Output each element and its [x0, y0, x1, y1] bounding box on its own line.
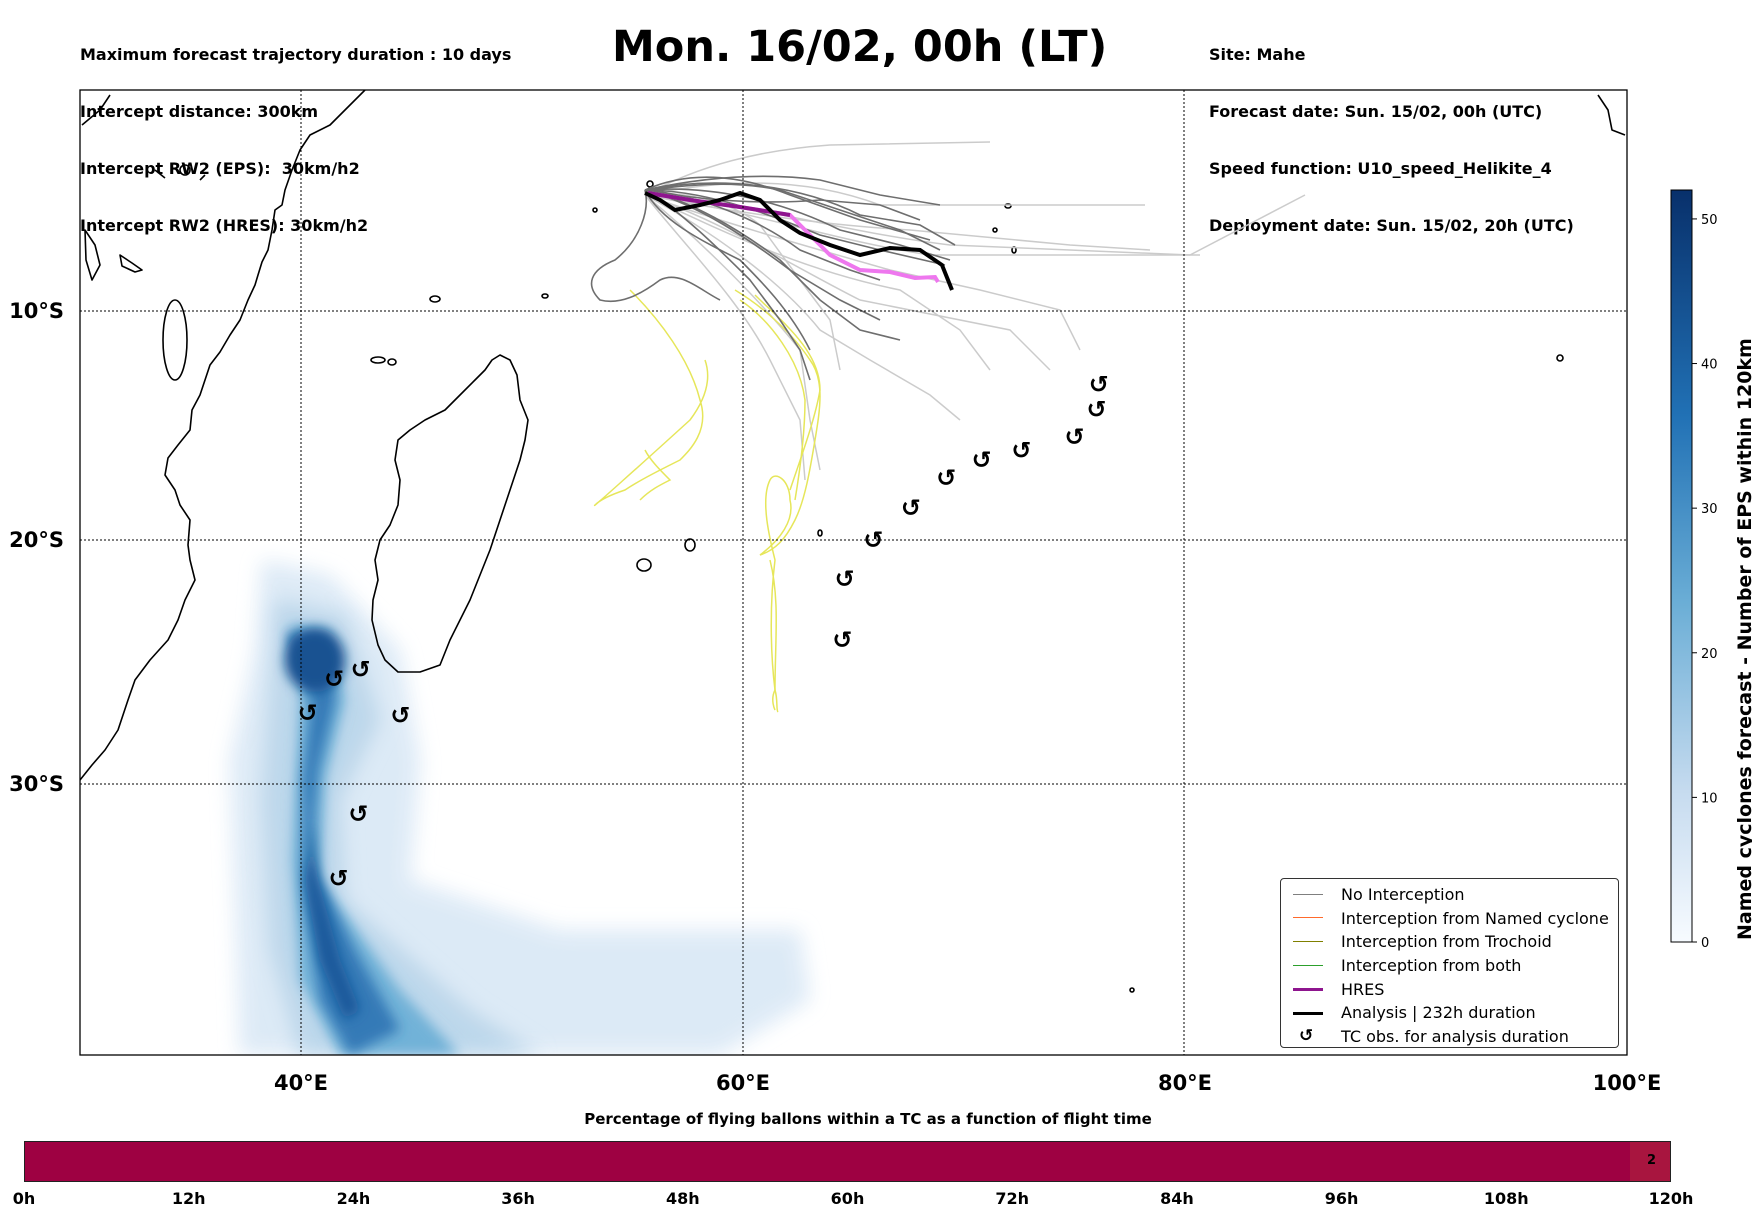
hres-track-start [647, 191, 791, 217]
header-line: Site: Mahe [1209, 45, 1306, 64]
lat-tick-label: 20°S [9, 528, 64, 552]
legend-label: No Interception [1341, 885, 1465, 905]
legend-label: Interception from Named cyclone [1341, 908, 1609, 928]
colorbar-tick-label: 20 [1701, 647, 1718, 662]
page-title: Mon. 16/02, 00h (LT) [612, 22, 1108, 72]
tc-observation-marker: ↺ [390, 702, 410, 730]
lat-tick-label: 10°S [9, 299, 64, 323]
tc-obs-icon: ↺ [1299, 1026, 1314, 1047]
tc-observations: ↺ ↺↺ ↺↺↺↺↺↺↺↺↺ ↺ ↺↺↺ [298, 370, 1109, 892]
flight-bar-tick-label: 60h [830, 1189, 865, 1208]
tc-observation-marker: ↺ [1087, 395, 1107, 423]
flight-time-bar: 2 [24, 1141, 1671, 1182]
axis-labels: 40°E 60°E 80°E 100°E 10°S 20°S 30°S [9, 299, 1661, 1095]
tc-observation-marker: ↺ [1089, 370, 1109, 398]
colorbar: 0 10 20 30 40 50 [1670, 189, 1718, 951]
legend-item-analysis: Analysis | 232h duration [1289, 1001, 1610, 1025]
legend-label: HRES [1341, 979, 1385, 999]
flight-bar-tick-label: 12h [171, 1189, 206, 1208]
colorbar-gradient [1670, 189, 1693, 943]
colorbar-tick-label: 40 [1701, 358, 1718, 373]
tc-observation-marker: ↺ [863, 526, 883, 554]
legend-item-interception-trochoid: Interception from Trochoid [1289, 930, 1610, 954]
tc-observation-marker: ↺ [972, 446, 992, 474]
header-line: Intercept RW2 (HRES): 30km/h2 [80, 216, 369, 235]
header-line: Intercept RW2 (EPS): 30km/h2 [80, 159, 360, 178]
coastlines [80, 90, 1626, 993]
legend-item-tc-obs: ↺ TC obs. for analysis duration [1289, 1025, 1610, 1049]
tc-observation-marker: ↺ [835, 565, 855, 593]
flight-bar-tick-label: 24h [336, 1189, 371, 1208]
tc-observation-marker: ↺ [1064, 423, 1084, 451]
tc-observation-marker: ↺ [329, 864, 349, 892]
tc-observation-marker: ↺ [351, 655, 371, 683]
tc-observation-marker: ↺ [298, 699, 318, 727]
lat-tick-label: 30°S [9, 772, 64, 796]
header-right: Site: Mahe Forecast date: Sun. 15/02, 00… [1209, 7, 1574, 254]
flight-bar-last-value: 2 [1647, 1153, 1657, 1168]
analysis-track [644, 190, 954, 291]
header-line: Forecast date: Sun. 15/02, 00h (UTC) [1209, 102, 1543, 121]
flight-bar-tick-label: 84h [1160, 1189, 1194, 1208]
legend-item-no-interception: No Interception [1289, 883, 1610, 907]
legend-swatch [1289, 959, 1327, 973]
colorbar-tick-label: 10 [1701, 791, 1718, 806]
legend-swatch [1289, 935, 1327, 949]
legend-swatch: ↺ [1289, 1026, 1327, 1047]
legend-swatch [1289, 1006, 1327, 1020]
header-line: Speed function: U10_speed_Helikite_4 [1209, 159, 1552, 178]
header-left: Maximum forecast trajectory duration : 1… [80, 7, 511, 254]
tc-observation-marker: ↺ [832, 626, 852, 654]
lon-tick-label: 100°E [1593, 1071, 1662, 1095]
tc-observation-marker: ↺ [1011, 437, 1031, 465]
legend-label: Interception from both [1341, 956, 1522, 976]
colorbar-tick-label: 0 [1701, 936, 1709, 951]
flight-bar-tick-label: 96h [1324, 1189, 1359, 1208]
tc-observation-marker: ↺ [324, 665, 344, 693]
header-line: Intercept distance: 300km [80, 102, 319, 121]
tc-observation-marker: ↺ [901, 494, 921, 522]
colorbar-title: Named cyclones forecast - Number of EPS … [1734, 338, 1752, 940]
legend: No Interception Interception from Named … [1280, 878, 1619, 1048]
ensemble-trajectories-dark [590, 175, 956, 381]
lon-tick-label: 40°E [274, 1071, 328, 1095]
map-frame [79, 89, 1628, 1056]
legend-label: Interception from Trochoid [1341, 932, 1552, 952]
colorbar-tick-label: 50 [1701, 213, 1718, 228]
header-line: Deployment date: Sun. 15/02, 20h (UTC) [1209, 216, 1574, 235]
legend-label: TC obs. for analysis duration [1341, 1026, 1569, 1046]
lon-tick-label: 60°E [716, 1071, 770, 1095]
trochoid-tracks [594, 289, 821, 711]
flight-bar-title: Percentage of flying ballons within a TC… [584, 1110, 1152, 1128]
colorbar-tick-label: 30 [1701, 502, 1718, 517]
flight-bar-tick-label: 36h [501, 1189, 535, 1208]
trochoid-tail [769, 559, 779, 713]
legend-swatch [1289, 982, 1327, 996]
lon-tick-label: 80°E [1158, 1071, 1212, 1095]
flight-bar-tick-label: 48h [665, 1189, 700, 1208]
legend-swatch [1289, 911, 1327, 925]
legend-swatch [1289, 888, 1327, 902]
graticule [80, 90, 1627, 1055]
legend-item-interception-both: Interception from both [1289, 954, 1610, 978]
flight-bar-tick-label: 120h [1648, 1189, 1694, 1208]
header-line: Maximum forecast trajectory duration : 1… [80, 45, 512, 64]
colorbar-ticks: 0 10 20 30 40 50 [1692, 213, 1718, 951]
legend-item-hres: HRES [1289, 977, 1610, 1001]
flight-bar-tick-label: 0h [12, 1189, 36, 1208]
cyclone-density-field [230, 560, 810, 1055]
tc-observation-marker: ↺ [936, 464, 956, 492]
tc-observation-marker: ↺ [348, 800, 368, 828]
flight-bar-tick-label: 72h [995, 1189, 1030, 1208]
flight-bar-last-cell: 2 [1630, 1142, 1670, 1181]
legend-label: Analysis | 232h duration [1341, 1003, 1536, 1023]
flight-bar-tick-label: 108h [1483, 1189, 1529, 1208]
legend-item-interception-named-cyclone: Interception from Named cyclone [1289, 907, 1610, 931]
